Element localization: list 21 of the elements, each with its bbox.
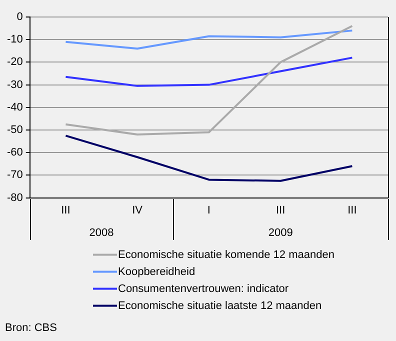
x-tick-label: IV [132, 204, 144, 216]
text: 2009 [268, 226, 293, 239]
y-tick-label: 0 [16, 11, 23, 24]
y-tick-label: -10 [6, 34, 23, 46]
text: 2008 [89, 226, 114, 239]
y-tick-label: -30 [6, 78, 23, 91]
y-tick-label: -60 [6, 146, 23, 159]
legend-label: Consumentenvertrouwen: indicator [118, 282, 289, 295]
x-tick-label: III [61, 204, 70, 216]
y-tick-label: -80 [6, 192, 23, 204]
y-tick-label: -20 [6, 56, 23, 68]
text: Bron: CBS [5, 322, 57, 334]
x-tick-label: I [207, 204, 210, 216]
y-tick-label: -70 [6, 169, 23, 182]
x-tick-label: III [348, 204, 357, 216]
y-tick-label: -40 [6, 101, 23, 114]
legend-label: Koopbereidheid [118, 266, 196, 278]
x-tick-label: III [276, 204, 286, 216]
legend-label: Economische situatie komende 12 maanden [118, 248, 334, 261]
y-tick-label: -50 [6, 124, 23, 136]
legend-label: Economische situatie laatste 12 maanden [118, 300, 322, 312]
